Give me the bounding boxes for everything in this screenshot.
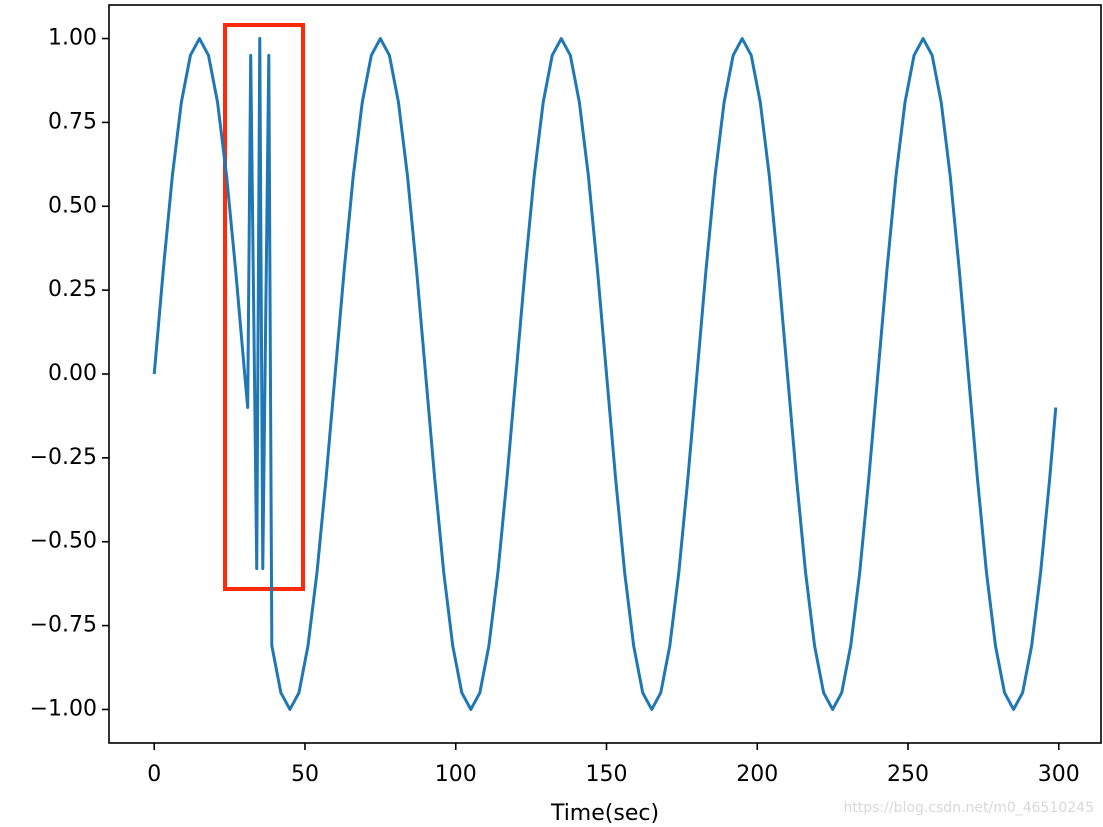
y-tick-label: 0.50 (48, 193, 97, 218)
y-tick-label: −1.00 (30, 696, 97, 721)
x-tick-label: 100 (435, 762, 477, 787)
x-tick-label: 150 (586, 762, 628, 787)
y-tick-label: −0.75 (30, 613, 97, 638)
x-tick-label: 200 (736, 762, 778, 787)
y-tick-label: 1.00 (48, 26, 97, 51)
y-tick-label: 0.00 (48, 361, 97, 386)
x-tick-label: 250 (887, 762, 929, 787)
y-tick-label: −0.25 (30, 445, 97, 470)
watermark: https://blog.csdn.net/m0_46510245 (843, 800, 1094, 816)
x-axis-label: Time(sec) (550, 801, 659, 826)
y-tick-label: 0.75 (48, 109, 97, 134)
y-tick-label: −0.50 (30, 529, 97, 554)
y-tick-label: 0.25 (48, 277, 97, 302)
x-tick-label: 50 (291, 762, 319, 787)
line (152, 37, 1058, 711)
highlight-box (223, 23, 305, 591)
x-tick-label: 0 (147, 762, 161, 787)
x-tick-label: 300 (1038, 762, 1080, 787)
